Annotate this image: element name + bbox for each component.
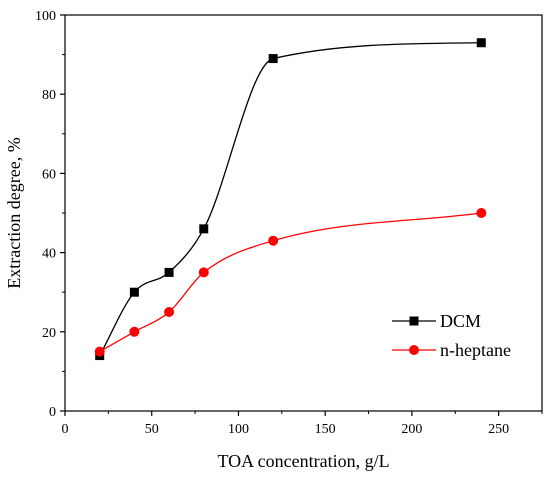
legend: DCM n-heptane (392, 311, 511, 360)
data-point (164, 267, 174, 277)
data-point (268, 54, 278, 64)
y-axis-title: Extraction degree, % (4, 137, 24, 288)
series-n-heptane (94, 208, 487, 357)
legend-marker-n-heptane (409, 345, 419, 355)
data-point (268, 235, 279, 246)
data-point (199, 224, 209, 234)
data-point (476, 208, 487, 218)
axes: 0 50 100 150 200 250 0 20 40 60 80 100 (35, 9, 543, 437)
x-axis-title: TOA concentration, g/L (217, 451, 389, 471)
legend-entry-n-heptane: n-heptane (392, 340, 511, 360)
x-tick-label: 100 (228, 422, 249, 437)
legend-marker-dcm (409, 316, 419, 326)
y-tick-label: 60 (42, 167, 56, 182)
y-tick-label: 100 (35, 9, 56, 24)
legend-label-n-heptane: n-heptane (440, 340, 511, 360)
data-point (129, 287, 139, 297)
y-tick-label: 20 (42, 326, 56, 341)
data-point (198, 267, 209, 278)
x-tick-label: 50 (145, 422, 159, 437)
data-point (94, 346, 105, 357)
series-dcm (95, 38, 486, 361)
data-point (164, 307, 175, 317)
data-point (129, 326, 140, 337)
y-tick-label: 0 (49, 405, 56, 420)
data-point (476, 38, 486, 48)
legend-label-dcm: DCM (440, 311, 481, 331)
y-tick-label: 40 (42, 247, 56, 262)
series-curve (99, 42, 482, 356)
y-tick-label: 80 (42, 88, 56, 103)
legend-entry-dcm: DCM (392, 311, 481, 331)
x-tick-label: 200 (401, 422, 422, 437)
x-tick-label: 0 (62, 422, 69, 437)
x-tick-label: 150 (315, 422, 336, 437)
series-curve (99, 212, 482, 353)
x-tick-label: 250 (488, 422, 509, 437)
series-layer (94, 38, 487, 361)
